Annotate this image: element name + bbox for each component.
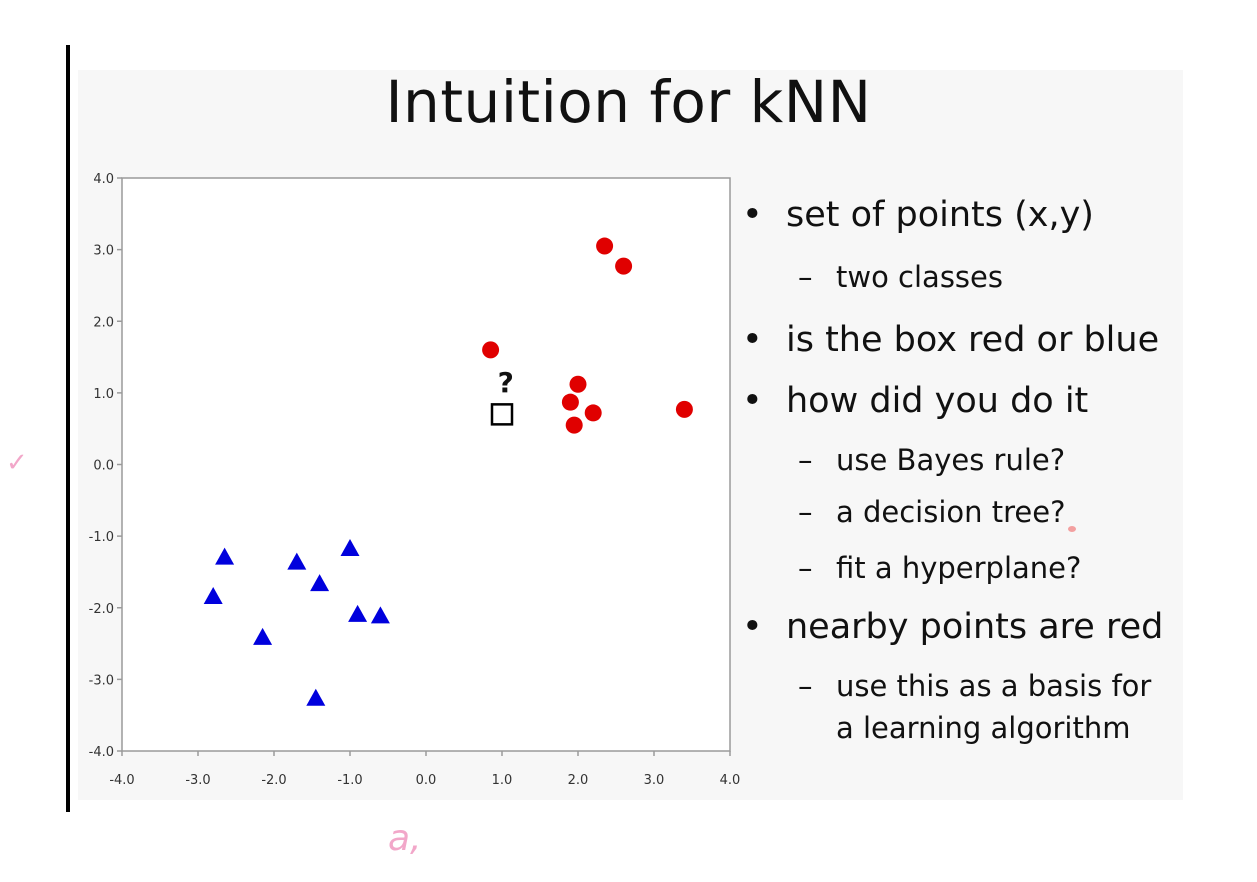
slide-title: Intuition for kNN <box>385 68 872 136</box>
handwritten-check-annotation: ✓ <box>6 448 28 478</box>
question-mark-label: ? <box>498 366 514 399</box>
bullet-text: is the box red or blue <box>786 320 1160 360</box>
blue-triangle-point <box>215 547 235 565</box>
bullet-text: use Bayes rule? <box>836 443 1066 477</box>
x-tick-label: 4.0 <box>720 773 741 788</box>
pink-ink-dot <box>1068 526 1076 532</box>
left-margin-rule <box>66 45 70 812</box>
y-tick-label: 1.0 <box>93 387 114 402</box>
x-axis: -4.0 -3.0 -2.0 -1.0 0.0 1.0 2.0 3.0 4.0 <box>109 751 740 788</box>
red-point <box>561 393 579 411</box>
x-tick-label: 0.0 <box>416 773 437 788</box>
blue-triangle-point <box>253 627 273 645</box>
x-tick-label: -4.0 <box>109 773 134 788</box>
y-tick-label: 2.0 <box>93 315 114 330</box>
bullet-text: two classes <box>836 260 1003 294</box>
y-tick-label: -2.0 <box>89 602 114 617</box>
blue-triangle-point <box>203 587 223 605</box>
bullet-text: fit a hyperplane? <box>836 551 1082 585</box>
red-point <box>482 341 500 359</box>
bullet-text: use this as a basis for <box>836 669 1152 703</box>
bullet-text: a decision tree? <box>836 495 1066 529</box>
x-tick-label: 3.0 <box>644 773 665 788</box>
y-tick-label: 0.0 <box>93 459 114 474</box>
blue-triangle-point <box>348 604 368 622</box>
handwritten-note-annotation: a, <box>388 818 422 859</box>
x-tick-label: -3.0 <box>185 773 210 788</box>
y-axis: 4.0 3.0 2.0 1.0 0.0 -1.0 -2.0 -3.0 -4.0 <box>89 172 122 760</box>
y-tick-label: 3.0 <box>93 244 114 259</box>
x-tick-label: 2.0 <box>568 773 589 788</box>
red-point <box>584 404 602 422</box>
bullet-text: set of points (x,y) <box>786 195 1094 235</box>
x-tick-label: 1.0 <box>492 773 513 788</box>
red-point <box>615 257 633 275</box>
x-tick-label: -2.0 <box>261 773 286 788</box>
data-marks: ? <box>203 237 693 706</box>
y-tick-label: -1.0 <box>89 530 114 545</box>
blue-triangle-point <box>340 539 360 557</box>
blue-triangle-point <box>370 606 390 624</box>
red-point <box>565 416 583 434</box>
blue-triangle-point <box>310 574 330 592</box>
y-tick-label: 4.0 <box>93 172 114 187</box>
x-tick-label: -1.0 <box>337 773 362 788</box>
bullet-text: how did you do it <box>786 381 1089 421</box>
bullet-text: a learning algorithm <box>836 711 1131 745</box>
red-point <box>569 375 587 393</box>
blue-triangle-point <box>287 552 307 570</box>
bullet-text: nearby points are red <box>786 607 1164 647</box>
y-tick-label: -4.0 <box>89 745 114 760</box>
red-point <box>596 237 614 255</box>
blue-triangle-point <box>306 688 326 706</box>
red-point <box>675 400 693 418</box>
y-tick-label: -3.0 <box>89 673 114 688</box>
plot-area <box>121 177 731 752</box>
query-box <box>490 403 514 426</box>
